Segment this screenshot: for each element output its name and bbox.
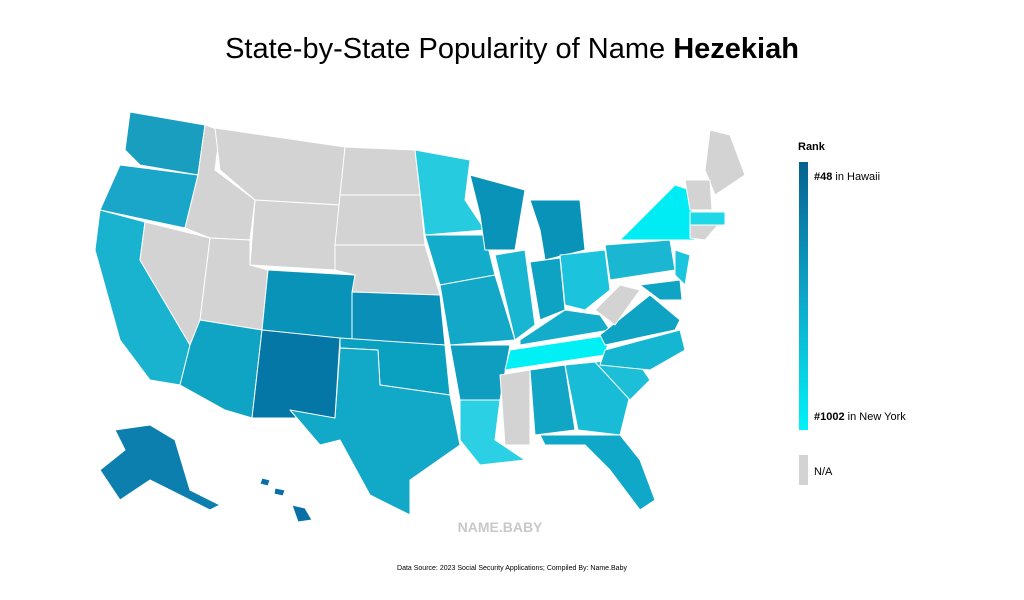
title: State-by-State Popularity of Name Hezeki… [225, 33, 799, 65]
legend-top-rank: #48 [814, 171, 832, 183]
legend-bottom-place: in New York [845, 411, 907, 423]
legend-top: #48 in Hawaii [814, 171, 880, 183]
legend-top-place: in Hawaii [832, 171, 880, 183]
legend-gradient [799, 162, 808, 430]
legend-bottom-rank: #1002 [814, 411, 845, 423]
title-text: State-by-State Popularity of Name [225, 33, 673, 65]
legend-na-swatch [799, 455, 808, 485]
legend-bottom: #1002 in New York [814, 411, 906, 423]
legend-title: Rank [798, 141, 826, 153]
map [94, 111, 746, 523]
footer: Data Source: 2023 Social Security Applic… [397, 565, 627, 572]
watermark: NAME.BABY [458, 519, 543, 535]
title-name: Hezekiah [673, 33, 799, 65]
legend-na: N/A [814, 466, 833, 478]
